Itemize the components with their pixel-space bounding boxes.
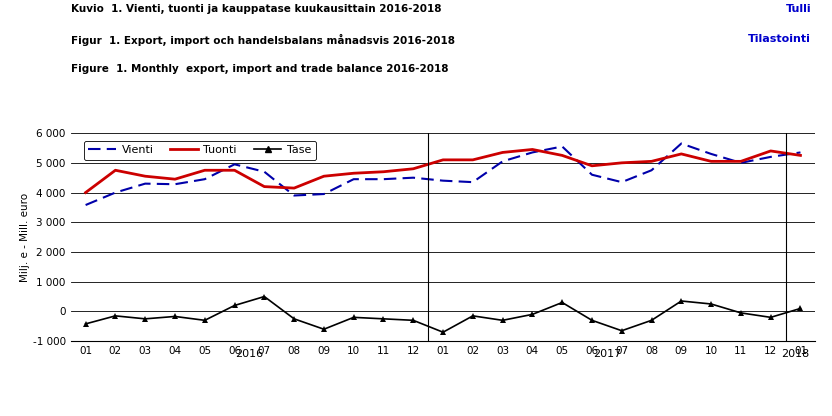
Text: Tilastointi: Tilastointi [748, 34, 811, 44]
Text: Kuvio  1. Vienti, tuonti ja kauppatase kuukausittain 2016-2018: Kuvio 1. Vienti, tuonti ja kauppatase ku… [71, 4, 441, 14]
Text: 2017: 2017 [592, 349, 621, 359]
Text: Tulli: Tulli [785, 4, 811, 14]
Text: 2016: 2016 [235, 349, 264, 359]
Legend: Vienti, Tuonti, Tase: Vienti, Tuonti, Tase [84, 141, 316, 160]
Text: 2018: 2018 [781, 349, 810, 359]
Text: Figure  1. Monthly  export, import and trade balance 2016-2018: Figure 1. Monthly export, import and tra… [71, 64, 448, 74]
Y-axis label: Milj. e - Mill. euro: Milj. e - Mill. euro [20, 193, 30, 282]
Text: Figur  1. Export, import och handelsbalans månadsvis 2016-2018: Figur 1. Export, import och handelsbalan… [71, 34, 455, 46]
